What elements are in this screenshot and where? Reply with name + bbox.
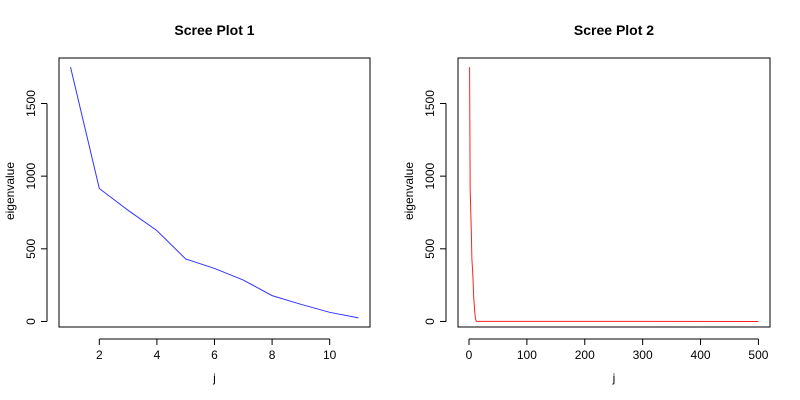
x-tick-label: 2 (96, 348, 103, 362)
plot-frame (457, 57, 771, 328)
series-line (70, 67, 359, 319)
y-axis-label: eigenvalue (402, 162, 416, 220)
y-tick-label: 500 (24, 238, 38, 258)
x-tick-label: 0 (466, 348, 473, 362)
y-tick-label: 1500 (423, 90, 437, 117)
x-tick-label: 400 (691, 348, 711, 362)
y-tick-label: 0 (24, 318, 38, 325)
chart-title: Scree Plot 2 (574, 22, 654, 38)
plot-frame (58, 57, 371, 328)
x-tick-label: 200 (575, 348, 595, 362)
x-tick-label: 6 (211, 348, 218, 362)
chart-title: Scree Plot 1 (174, 22, 254, 38)
x-tick-label: 300 (633, 348, 653, 362)
y-axis-label: eigenvalue (3, 162, 17, 220)
y-tick-label: 1500 (24, 90, 38, 117)
x-tick-label: 4 (154, 348, 161, 362)
y-tick-label: 1000 (24, 162, 38, 189)
x-axis-label: j (212, 371, 216, 385)
x-axis-label: j (612, 371, 616, 385)
x-tick-label: 10 (323, 348, 337, 362)
y-tick-label: 500 (423, 238, 437, 258)
y-tick-label: 0 (423, 318, 437, 325)
scree-plot-1-panel: Scree Plot 1 j eigenvalue 2 4 6 8 10 0 500 1000… (3, 22, 371, 385)
series-line (469, 67, 759, 322)
x-tick-label: 500 (748, 348, 768, 362)
x-tick-label: 100 (517, 348, 537, 362)
x-tick-label: 8 (269, 348, 276, 362)
y-tick-label: 1000 (423, 162, 437, 189)
scree-plot-2-panel: Scree Plot 2 j eigenvalue 0 100 200 300 400 5… (402, 22, 771, 385)
